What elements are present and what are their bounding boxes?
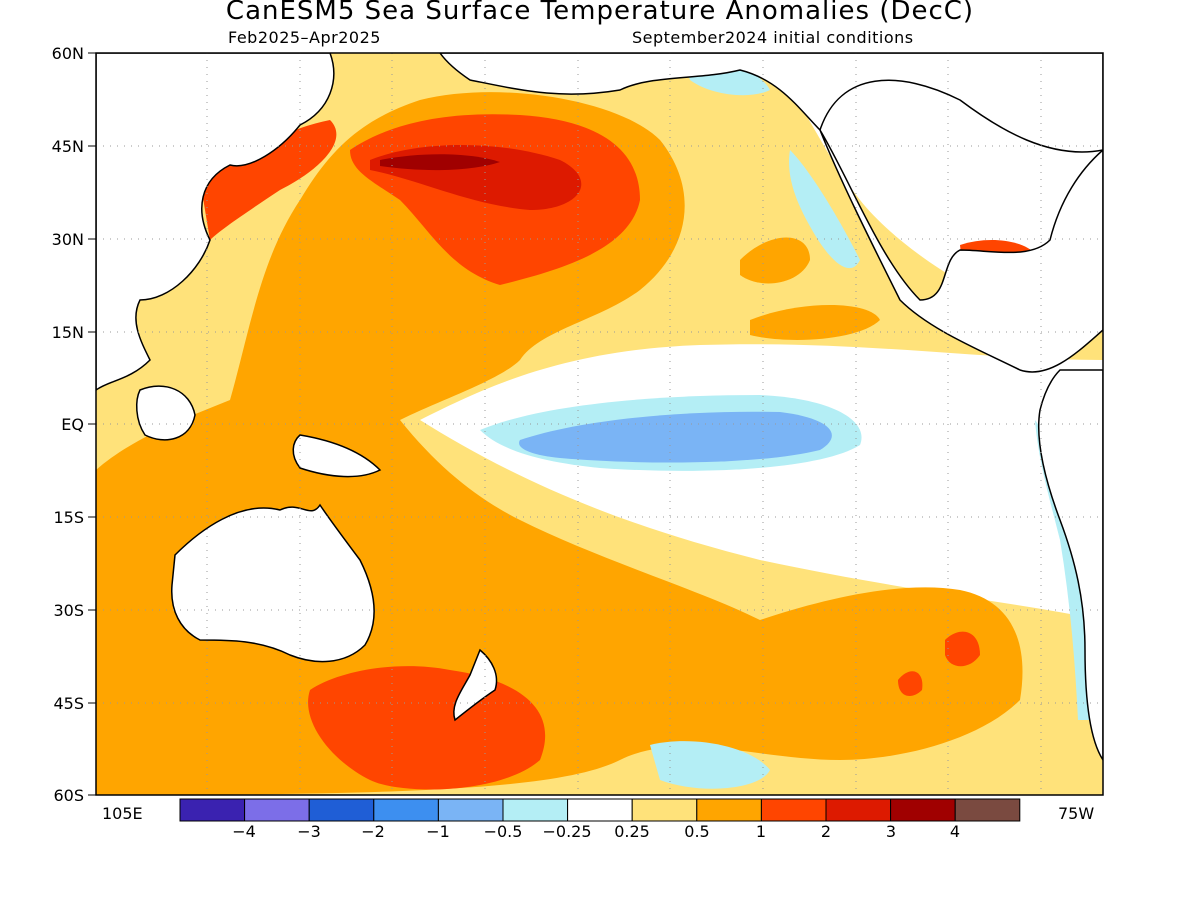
australia-landmass: [171, 503, 375, 663]
colorbar-swatch: [825, 798, 892, 822]
cool-strip-california: [789, 150, 860, 269]
colorbar-swatch: [696, 798, 762, 822]
colorbar-swatch: [502, 798, 569, 822]
strong-warm-patch-south-pacific-2: [898, 671, 923, 696]
colorbar-tick-label: 3: [885, 822, 897, 841]
south-america-landmass: [1037, 369, 1103, 762]
colorbar: [179, 798, 1021, 822]
lat-label-60n: 60N: [51, 44, 84, 63]
north-america-landmass: [819, 129, 1103, 373]
lon-label-right: 75W: [1058, 804, 1095, 823]
colorbar-swatch: [437, 798, 504, 822]
colorbar-tick-label: 2: [820, 822, 832, 841]
warm-patch-east-pacific-15n: [750, 305, 880, 340]
new-guinea-landmass: [292, 434, 382, 478]
colorbar-tick-label: −1: [426, 822, 450, 841]
asia-landmass: [96, 53, 335, 391]
anomaly-field: [96, 53, 1103, 795]
borneo-landmass: [135, 385, 196, 441]
cool-equatorial-core: [519, 411, 832, 463]
colorbar-tick-label: −0.25: [542, 822, 592, 841]
new-zealand-landmass: [453, 648, 498, 722]
strong-warm-region-japan: [200, 120, 337, 240]
lat-label-30s: 30S: [53, 601, 84, 620]
colorbar-tick-label: 1: [755, 822, 767, 841]
colorbar-swatch: [631, 798, 698, 822]
alaska-landmass: [439, 53, 1103, 153]
lat-label-45n: 45N: [51, 137, 84, 156]
lat-label-15s: 15S: [53, 508, 84, 527]
extreme-warm-core: [380, 154, 500, 171]
colorbar-tick-label: −0.5: [483, 822, 523, 841]
colorbar-swatch: [244, 798, 310, 822]
colorbar-swatch: [890, 798, 956, 822]
lat-label-15n: 15N: [51, 323, 84, 342]
colorbar-swatch: [567, 798, 633, 822]
colorbar-tick-label: −3: [297, 822, 321, 841]
strong-warm-patch-south-pacific: [945, 631, 980, 667]
colorbar-swatch: [179, 798, 246, 822]
lat-label-45s: 45S: [53, 694, 84, 713]
warm-patch-northeast-pacific: [740, 237, 810, 284]
lon-label-left: 105E: [102, 804, 143, 823]
cool-patch-southern-ocean: [650, 741, 770, 789]
colorbar-tick-label: −2: [361, 822, 385, 841]
colorbar-tick-label: 4: [949, 822, 961, 841]
graticule: [96, 53, 1103, 795]
colorbar-swatch: [760, 798, 827, 822]
colorbar-swatch: [373, 798, 439, 822]
colorbar-tick-label: −4: [232, 822, 256, 841]
map-title: CanESM5 Sea Surface Temperature Anomalie…: [225, 0, 975, 26]
lat-label-60s: 60S: [53, 786, 84, 805]
cool-strip-peru-chile: [1035, 420, 1093, 720]
lat-label-30n: 30N: [51, 230, 84, 249]
colorbar-swatch: [954, 798, 1021, 822]
colorbar-tick-label: 0.25: [614, 822, 650, 841]
initial-conditions-label: September2024 initial conditions: [632, 28, 914, 47]
land-masses: [96, 53, 1103, 762]
colorbar-swatch: [308, 798, 375, 822]
lat-ticks: [88, 52, 96, 796]
lat-label-eq: EQ: [61, 415, 84, 434]
colorbar-tick-label: 0.5: [684, 822, 710, 841]
forecast-period: Feb2025–Apr2025: [228, 28, 381, 47]
